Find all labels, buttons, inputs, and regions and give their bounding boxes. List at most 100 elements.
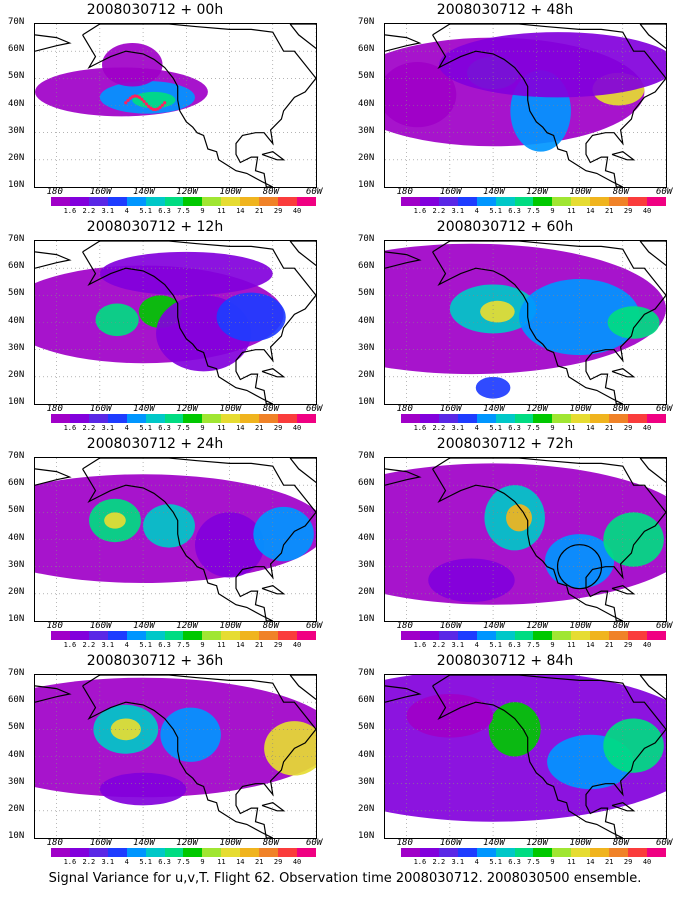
variance-contour	[480, 300, 515, 323]
colorbar-label: 29	[273, 424, 283, 432]
colorbar-label: 7.5	[177, 207, 190, 215]
colorbar-swatch	[552, 848, 572, 857]
lat-label: 50N	[8, 505, 25, 516]
coastline	[35, 34, 72, 52]
lat-label: 10N	[8, 180, 25, 190]
coastline	[432, 675, 666, 838]
variance-contour	[264, 721, 316, 776]
colorbar-label: 3.1	[451, 641, 465, 649]
colorbar-swatch	[183, 848, 203, 857]
lon-label: 160W	[439, 187, 462, 197]
lat-label: 20N	[358, 369, 375, 380]
colorbar-label: 1.6	[63, 207, 77, 215]
colorbar-swatch	[278, 414, 297, 423]
colorbar-label: 21	[604, 424, 614, 432]
colorbar-swatch	[183, 197, 203, 206]
lon-label: 160W	[89, 621, 112, 631]
lat-label: 70N	[8, 17, 25, 27]
colorbar-swatch	[590, 414, 610, 423]
colorbar-swatch	[51, 848, 70, 857]
colorbar-label: 40	[292, 207, 302, 215]
lon-label: 160W	[439, 621, 462, 631]
lon-label: 180	[396, 187, 413, 197]
colorbar-label: 4	[124, 207, 129, 215]
colorbar-label: 3.1	[451, 424, 465, 432]
colorbar-label: 1.6	[413, 207, 427, 215]
signal-variance-map	[35, 458, 316, 621]
colorbar-label: 14	[586, 207, 595, 215]
lat-label: 60N	[358, 695, 375, 706]
colorbar-label: 21	[254, 207, 264, 215]
coastline	[432, 458, 666, 621]
lat-label: 50N	[8, 722, 25, 733]
map-frame	[34, 457, 317, 622]
colorbar-swatch	[126, 848, 146, 857]
colorbar	[51, 848, 316, 857]
panel-title: 2008030712 + 24h	[86, 436, 224, 452]
colorbar-swatch	[183, 414, 203, 423]
lat-label: 20N	[8, 803, 25, 814]
colorbar-label: 40	[642, 424, 652, 432]
lat-label: 70N	[358, 234, 375, 244]
colorbar-swatch	[259, 197, 279, 206]
colorbar-swatch	[457, 848, 477, 857]
lat-label: 10N	[358, 397, 375, 407]
colorbar-swatch	[296, 197, 316, 206]
colorbar	[401, 848, 666, 857]
colorbar-label: 6.3	[158, 641, 171, 649]
colorbar-swatch	[296, 631, 316, 640]
colorbar-label: 21	[254, 641, 264, 649]
colorbar-label: 6.3	[158, 424, 171, 432]
coastline	[289, 24, 316, 50]
variance-contour	[488, 702, 541, 757]
colorbar-swatch	[69, 631, 89, 640]
flight-track-point	[147, 104, 151, 108]
map-frame	[384, 457, 667, 622]
colorbar-label: 40	[292, 641, 302, 649]
lon-label: 100W	[219, 838, 242, 848]
colorbar-label: 7.5	[527, 207, 540, 215]
colorbar-swatch	[69, 414, 89, 423]
signal-variance-map	[385, 24, 666, 187]
coastline	[639, 458, 666, 484]
figure-caption: Signal Variance for u,v,T. Flight 62. Ob…	[48, 871, 642, 886]
lat-label: 40N	[358, 98, 375, 109]
colorbar-swatch	[590, 631, 610, 640]
lon-label: 120W	[176, 187, 198, 197]
colorbar-label: 14	[236, 424, 245, 432]
colorbar-swatch	[419, 197, 439, 206]
variance-contour	[104, 512, 126, 529]
colorbar-label: 40	[292, 424, 302, 432]
coastline	[432, 24, 666, 187]
colorbar-label: 14	[236, 858, 245, 866]
colorbar-swatch	[107, 848, 127, 857]
colorbar-swatch	[628, 848, 647, 857]
lon-label: 160W	[439, 404, 462, 414]
colorbar-swatch	[202, 197, 222, 206]
lat-label: 10N	[8, 831, 25, 841]
lon-label: 180	[46, 621, 63, 631]
colorbar	[401, 197, 666, 206]
lat-label: 40N	[8, 532, 25, 543]
colorbar-swatch	[552, 414, 572, 423]
colorbar-label: 29	[273, 641, 283, 649]
colorbar-label: 3.1	[451, 858, 465, 866]
lon-label: 60W	[656, 187, 673, 197]
lon-label: 180	[396, 838, 413, 848]
colorbar-swatch	[476, 414, 496, 423]
lat-label: 60N	[8, 695, 25, 706]
colorbar-label: 5.1	[139, 207, 152, 215]
colorbar-label: 3.1	[101, 424, 115, 432]
variance-contour	[428, 558, 515, 602]
lon-label: 80W	[262, 838, 280, 848]
colorbar	[51, 197, 316, 206]
colorbar-swatch	[552, 197, 572, 206]
colorbar-swatch	[164, 197, 184, 206]
colorbar-swatch	[240, 197, 260, 206]
lon-label: 140W	[483, 404, 505, 414]
colorbar-label: 1.6	[413, 641, 427, 649]
coastline	[261, 802, 286, 812]
colorbar-label: 4	[474, 858, 479, 866]
colorbar-swatch	[495, 848, 515, 857]
colorbar-swatch	[495, 197, 515, 206]
